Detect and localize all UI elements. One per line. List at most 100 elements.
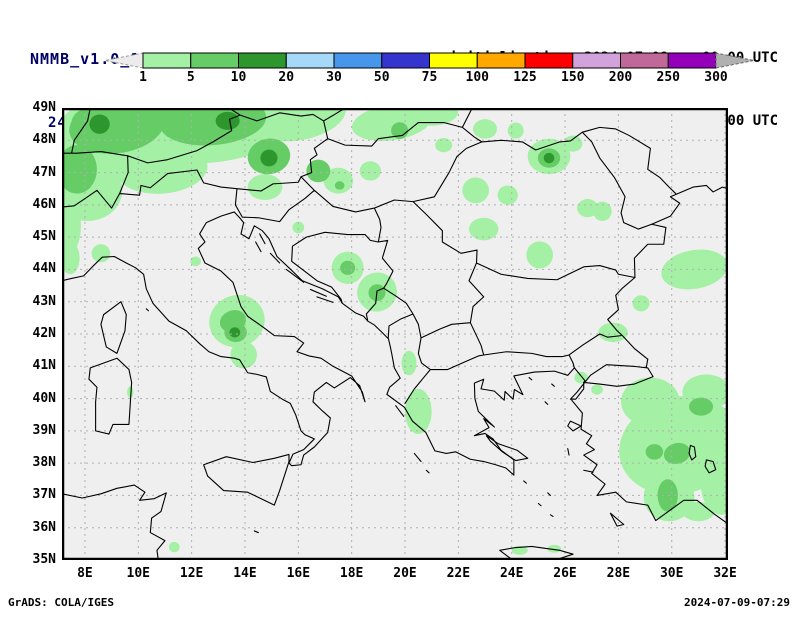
precip-cell-1-5 bbox=[598, 322, 628, 343]
colorbar-segment bbox=[238, 52, 287, 69]
colorbar-level-label: 125 bbox=[513, 70, 536, 84]
precipitation-shading-layer bbox=[62, 108, 728, 555]
lon-tick-label: 14E bbox=[233, 566, 257, 581]
lon-tick-label: 24E bbox=[499, 566, 524, 581]
precip-cell-1-5 bbox=[168, 541, 180, 553]
coastline-turkey bbox=[572, 400, 728, 524]
precip-cell-1-5 bbox=[127, 386, 134, 398]
precip-cell-1-5 bbox=[507, 122, 524, 139]
lat-tick-label: 42N bbox=[32, 326, 56, 341]
colorbar-segment bbox=[381, 52, 430, 69]
lat-tick-label: 46N bbox=[32, 196, 56, 212]
island-corsica bbox=[101, 302, 126, 354]
coastline-black-sea bbox=[608, 185, 728, 359]
coastline-marmara bbox=[570, 359, 653, 399]
lon-tick-label: 22E bbox=[446, 566, 471, 581]
precip-cell-10-20 bbox=[543, 152, 555, 164]
precip-cell-10-20 bbox=[260, 149, 278, 167]
map-area: 49N 48N 47N 46N 45N 44N 43N 42N 41N 40N 39N 38N 37N 3… bbox=[0, 100, 800, 590]
precip-cell-1-5 bbox=[323, 167, 353, 194]
precip-cell-1-5 bbox=[462, 177, 490, 204]
lat-tick-label: 45N bbox=[32, 229, 56, 245]
precip-cell-1-5 bbox=[62, 241, 80, 275]
colorbar-level-label: 75 bbox=[422, 70, 438, 84]
colorbar-segment bbox=[142, 52, 192, 69]
precip-cell-1-5 bbox=[230, 341, 257, 369]
precip-cell-1-5 bbox=[632, 295, 650, 312]
precip-cell-5-10 bbox=[62, 145, 97, 194]
colorbar-level-label: 300 bbox=[704, 70, 728, 84]
precip-cell-1-5 bbox=[62, 198, 81, 254]
lon-tick-label: 32E bbox=[713, 566, 737, 581]
colorbar-level-label: 100 bbox=[466, 70, 490, 84]
colorbar-level-label: 200 bbox=[609, 70, 633, 84]
lon-tick-label: 10E bbox=[126, 566, 151, 581]
precip-cell-1-5 bbox=[497, 185, 518, 205]
precip-cell-5-10 bbox=[306, 159, 331, 183]
coastline-africa bbox=[62, 485, 166, 560]
colorbar-segment bbox=[667, 52, 717, 69]
colorbar-level-label: 30 bbox=[326, 70, 342, 84]
lon-tick-label: 16E bbox=[286, 566, 311, 581]
lat-tick-label: 35N bbox=[32, 552, 56, 567]
colorbar-segment bbox=[572, 52, 621, 69]
precip-cell-1-5 bbox=[621, 377, 680, 427]
lat-tick-label: 37N bbox=[32, 487, 56, 503]
coastline-mainland bbox=[62, 212, 585, 475]
creation-timestamp: 2024-07-09-07:29 bbox=[684, 596, 790, 609]
island-sardinia bbox=[89, 358, 132, 434]
precip-cell-5-10 bbox=[689, 397, 714, 416]
colorbar-svg: 1 5 10 20 30 50 75 100 125 150 200 250 300 bbox=[104, 52, 755, 85]
precipitation-map bbox=[62, 108, 728, 560]
lon-tick-label: 12E bbox=[179, 566, 204, 581]
country-borders bbox=[62, 108, 676, 403]
lat-tick-label: 43N bbox=[32, 293, 56, 309]
precip-cell-1-5 bbox=[526, 241, 554, 269]
precip-cell-1-5 bbox=[563, 135, 583, 152]
precip-cell-1-5 bbox=[682, 501, 715, 522]
colorbar-segment bbox=[620, 52, 669, 69]
precip-cell-1-5 bbox=[593, 201, 612, 221]
footer: GrADS: COLA/IGES 2024-07-09-07:29 bbox=[0, 594, 800, 614]
lakes-turkey bbox=[689, 445, 716, 472]
precip-cell-10-20 bbox=[89, 114, 110, 134]
colorbar-level-label: 10 bbox=[231, 70, 247, 84]
precip-cell-1-5 bbox=[401, 350, 417, 376]
lat-tick-label: 40N bbox=[32, 390, 56, 406]
colorbar-level-label: 20 bbox=[278, 70, 294, 84]
islands-adriatic bbox=[256, 234, 333, 302]
precip-cell-1-5 bbox=[405, 108, 459, 126]
islands-aegean bbox=[146, 309, 623, 533]
lon-tick-label: 28E bbox=[606, 566, 631, 581]
lat-tick-label: 49N bbox=[32, 100, 56, 115]
lat-tick-label: 41N bbox=[32, 358, 56, 374]
colorbar-segment bbox=[429, 52, 478, 69]
precip-cell-5-10 bbox=[663, 442, 691, 465]
coastline-border-layer bbox=[62, 108, 728, 560]
colorbar-underflow-arrow bbox=[104, 52, 144, 69]
precip-cell-1-5 bbox=[473, 119, 498, 139]
precip-cell-1-5 bbox=[292, 221, 305, 234]
lon-tick-label: 30E bbox=[659, 566, 684, 581]
colorbar-level-label: 150 bbox=[561, 70, 585, 84]
lat-tick-label: 44N bbox=[32, 261, 56, 277]
lat-tick-label: 39N bbox=[32, 422, 56, 438]
precip-cell-5-10 bbox=[154, 108, 197, 125]
island-sicily bbox=[204, 454, 289, 505]
colorbar-level-label: 1 bbox=[139, 70, 147, 84]
precip-cell-1-5 bbox=[117, 144, 208, 194]
precip-cell-10-20 bbox=[215, 111, 240, 130]
colorbar-level-label: 250 bbox=[657, 70, 681, 84]
precip-cell-1-5 bbox=[247, 174, 283, 201]
colorbar-segment bbox=[524, 52, 574, 69]
colorbar-segment bbox=[333, 52, 383, 69]
precip-cell-1-5 bbox=[547, 544, 562, 553]
precip-cell-1-5 bbox=[435, 138, 453, 153]
colorbar-level-label: 50 bbox=[374, 70, 390, 84]
lon-tick-label: 18E bbox=[339, 566, 364, 581]
colorbar-level-label: 5 bbox=[187, 70, 195, 84]
precip-cell-5-10 bbox=[340, 260, 356, 275]
lon-tick-label: 20E bbox=[393, 566, 417, 581]
precip-cell-1-5 bbox=[190, 256, 201, 267]
